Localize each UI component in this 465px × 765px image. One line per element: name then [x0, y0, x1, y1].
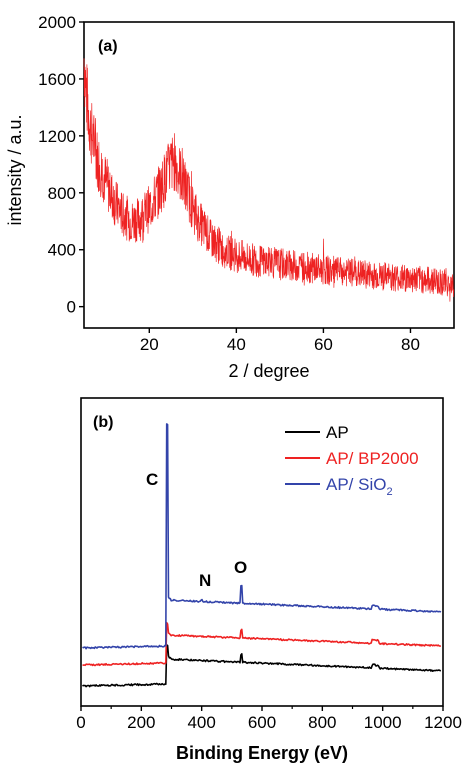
panel-b-x-tick-label-0: 0	[76, 713, 85, 732]
panel-a-x-tick-label-20: 20	[140, 335, 159, 354]
panel-a-y-tick-label-1600: 1600	[38, 70, 76, 89]
panel-b-x-tick-label-1000: 1000	[364, 713, 402, 732]
panel-b-x-tick-label-800: 800	[308, 713, 336, 732]
panel-a-label: (a)	[98, 38, 118, 55]
panel-a-y-tick-label-2000: 2000	[38, 13, 76, 32]
panel-a-y-axis-title: intensity / a.u.	[5, 114, 25, 225]
panel-a-series-line	[83, 58, 455, 302]
legend-item-ap-bp2000: AP/ BP2000	[285, 449, 419, 468]
panel-b: (b) 0 200 400 600 800 1000 1200 C N O AP AP/ B…	[76, 397, 462, 763]
panel-b-frame	[80, 397, 444, 707]
panel-a-x-axis-title: 2 / degree	[228, 361, 309, 381]
panel-a-y-tick-label-800: 800	[48, 184, 76, 203]
series-ap-sio2-line	[82, 423, 442, 650]
panel-a-y-tick-label-0: 0	[67, 298, 76, 317]
panel-a-y-tick-label-400: 400	[48, 241, 76, 260]
panel-a-x-tick-label-80: 80	[401, 335, 420, 354]
legend-label-ap-sio2: AP/ SiO2	[326, 475, 393, 498]
series-ap-line	[82, 644, 441, 688]
panel-b-x-tick-label-400: 400	[187, 713, 215, 732]
panel-b-x-tick-label-1200: 1200	[424, 713, 462, 732]
legend-item-ap: AP	[285, 423, 349, 442]
panel-a-x-tick-label-40: 40	[227, 335, 246, 354]
panel-b-x-axis-title: Binding Energy (eV)	[176, 743, 348, 763]
panel-a-frame	[83, 21, 455, 329]
legend-label-ap-bp2000: AP/ BP2000	[326, 449, 419, 468]
peak-label-c: C	[146, 470, 158, 489]
legend: AP AP/ BP2000 AP/ SiO2	[285, 423, 419, 498]
panel-b-x-tick-label-600: 600	[248, 713, 276, 732]
peak-label-n: N	[199, 571, 211, 590]
legend-item-ap-sio2: AP/ SiO2	[285, 475, 393, 498]
legend-label-ap: AP	[326, 423, 349, 442]
panel-a-x-ticks: 20 40 60 80	[140, 328, 420, 354]
panel-a-x-tick-label-60: 60	[314, 335, 333, 354]
panel-a: (a) 0 400 800 1200 1600 2000 20 40 60 80 2 / deg…	[5, 13, 455, 381]
panel-b-x-ticks: 0 200 400 600 800 1000 1200	[76, 706, 462, 732]
panel-b-label: (b)	[93, 414, 113, 431]
series-ap-bp2000-line	[82, 621, 441, 667]
panel-a-y-tick-label-1200: 1200	[38, 127, 76, 146]
peak-label-o: O	[234, 558, 247, 577]
panel-a-y-ticks: 0 400 800 1200 1600 2000	[38, 13, 84, 317]
panel-b-x-tick-label-200: 200	[127, 713, 155, 732]
